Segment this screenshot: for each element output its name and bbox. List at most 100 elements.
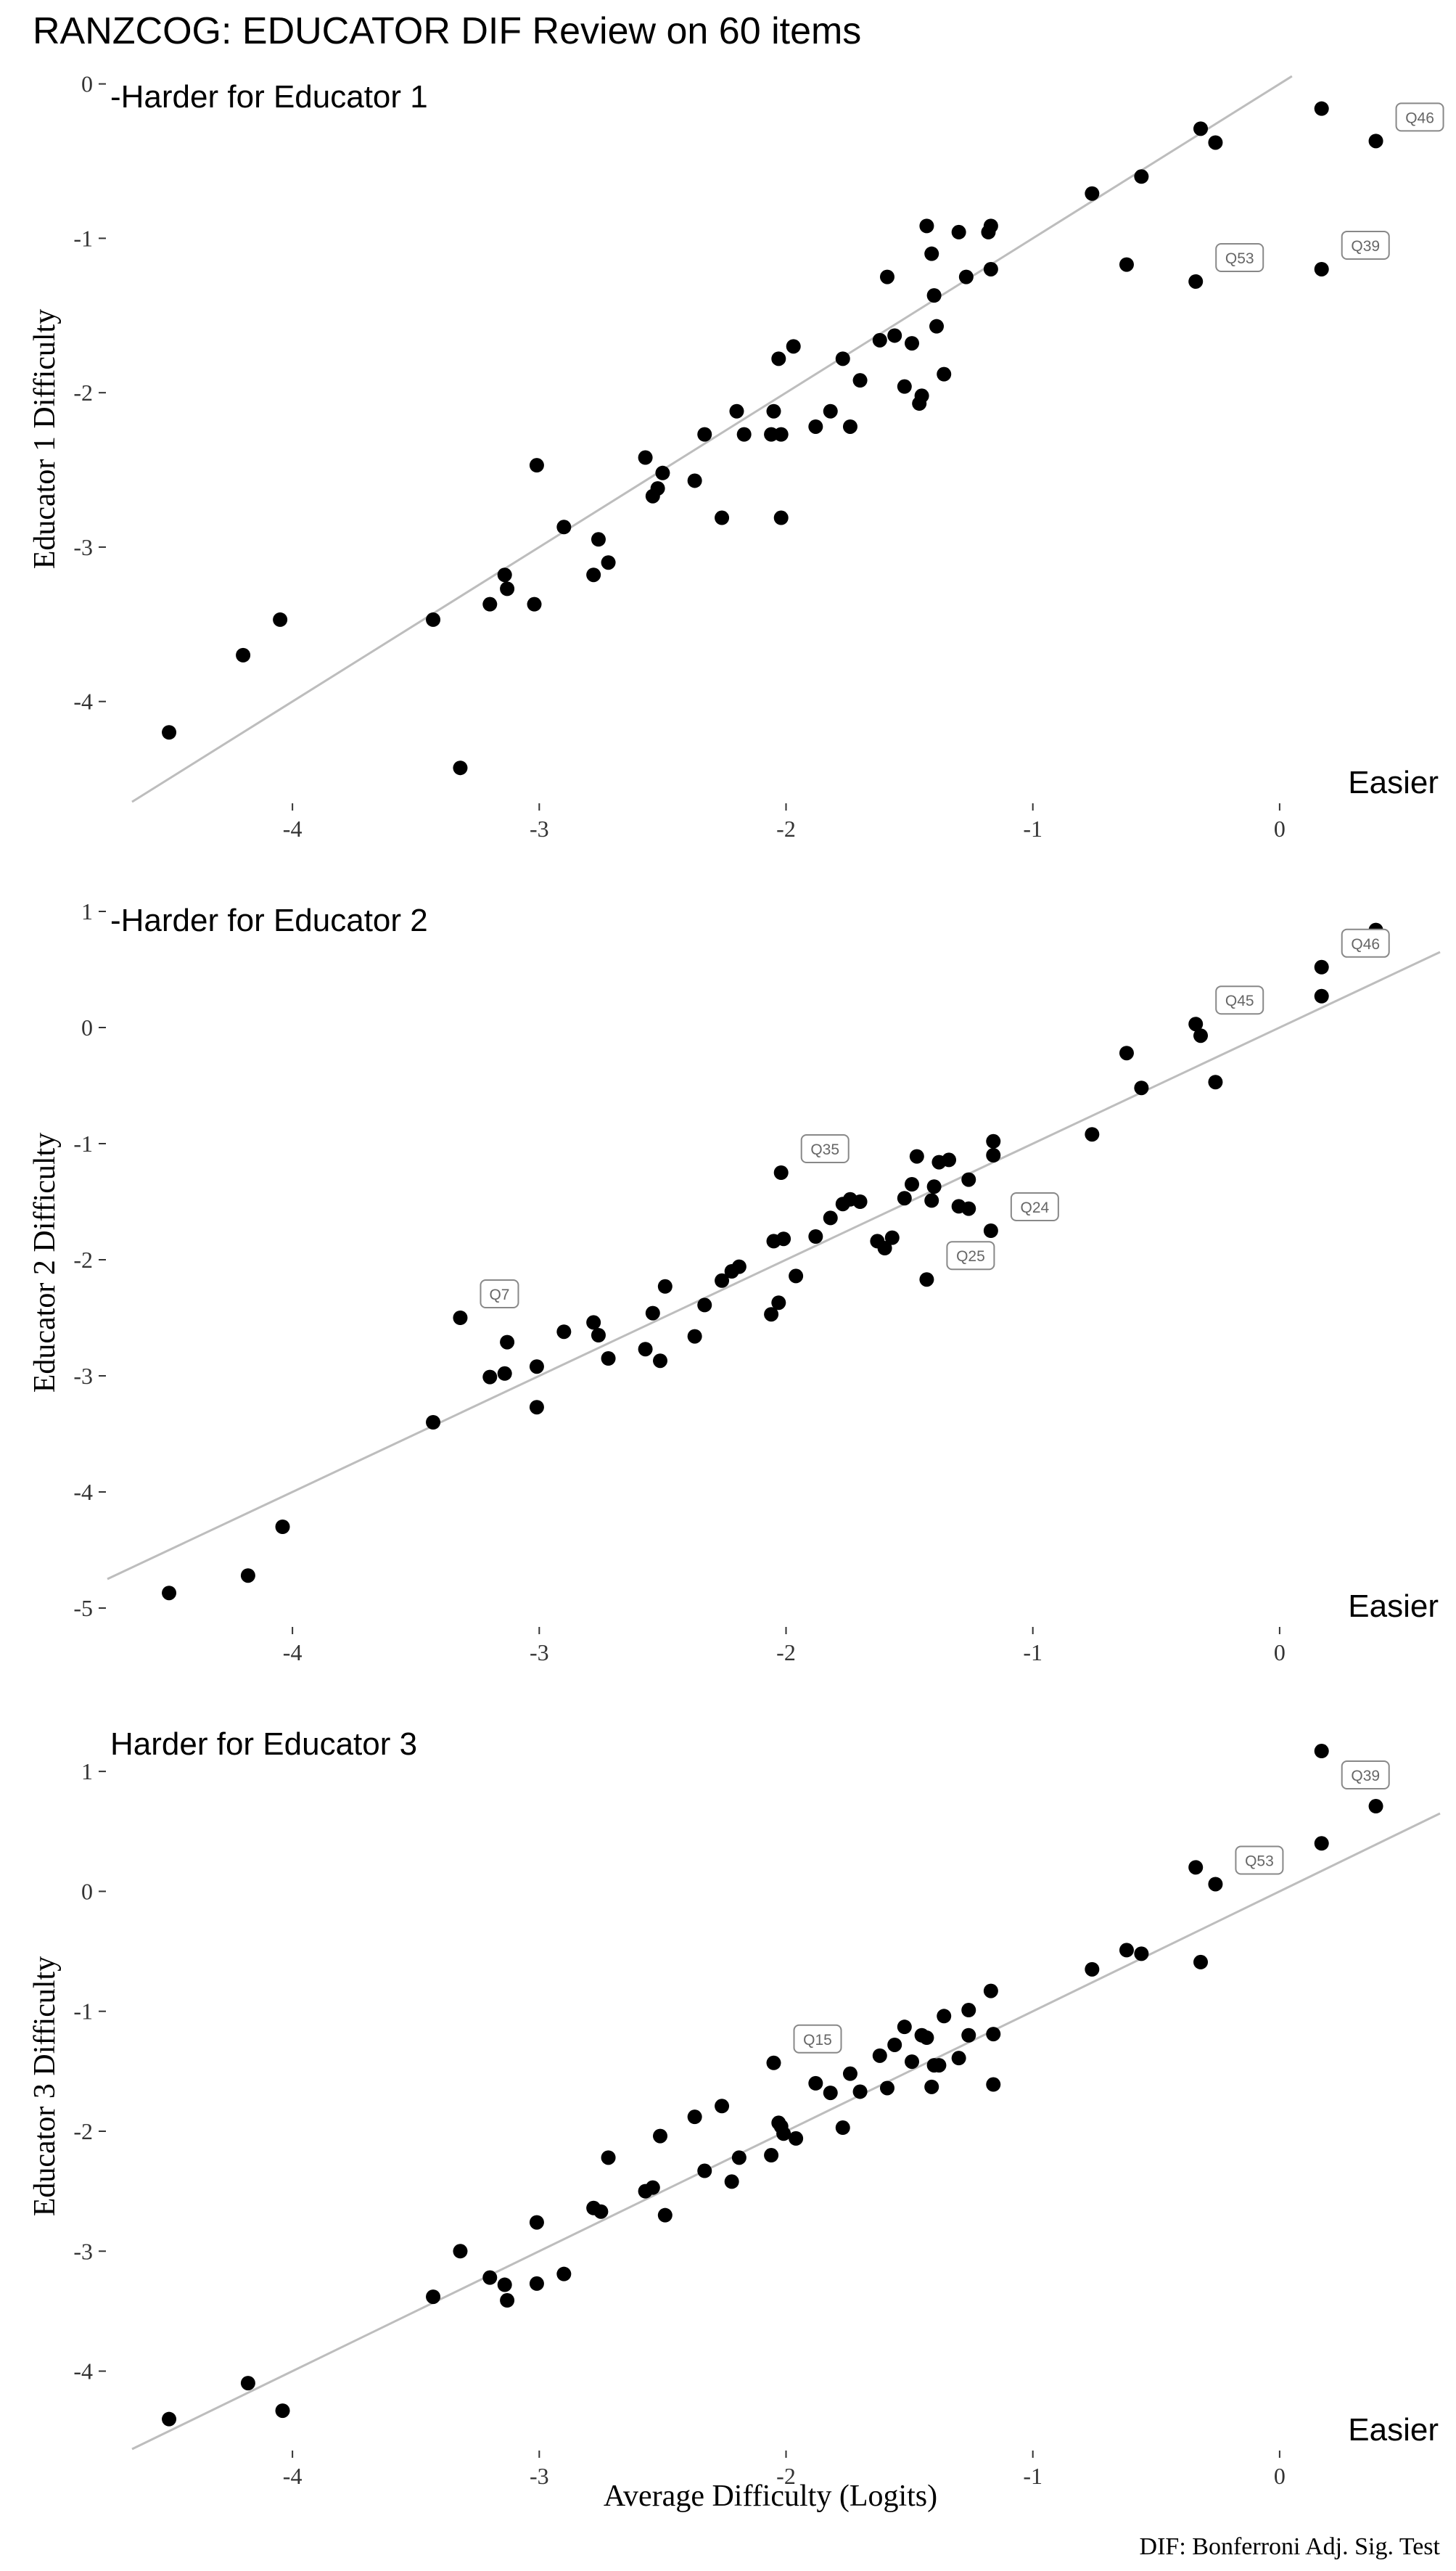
item-label: Q39 (1341, 1760, 1390, 1790)
data-point (426, 612, 441, 627)
data-point (601, 1351, 616, 1366)
data-point (273, 612, 288, 627)
item-label-text: Q53 (1225, 250, 1254, 267)
data-point (823, 1210, 838, 1226)
data-point (808, 2075, 823, 2091)
data-point (731, 2150, 746, 2165)
y-tick-label: 0 (81, 1878, 93, 1904)
y-tick-label: -1 (73, 1998, 93, 2025)
item-label-text: Q24 (1021, 1200, 1050, 1216)
data-point (897, 379, 912, 394)
y-tick-label: -1 (73, 1131, 93, 1157)
data-point (887, 2037, 902, 2052)
data-point (879, 2080, 894, 2096)
data-point (786, 339, 801, 354)
data-point (884, 1230, 900, 1245)
data-point (1314, 988, 1329, 1004)
data-point (1193, 1028, 1209, 1043)
data-point (919, 218, 934, 234)
data-point (897, 2020, 912, 2035)
data-point (162, 725, 177, 740)
data-point (926, 288, 942, 303)
data-point (715, 1273, 730, 1288)
item-label: Q53 (1215, 242, 1264, 272)
data-point (453, 1311, 468, 1325)
item-label: Q45 (1215, 985, 1264, 1015)
data-point (497, 567, 512, 583)
data-point (638, 1342, 653, 1357)
data-point (789, 2131, 804, 2146)
y-tick-label: -4 (73, 2358, 93, 2385)
y-axis-title: Educator 1 Difficulty (28, 309, 62, 569)
data-point (657, 2207, 673, 2223)
data-point (1085, 186, 1100, 201)
data-point (1208, 1075, 1223, 1090)
data-point (275, 1520, 290, 1534)
data-point (919, 2030, 934, 2046)
data-point (586, 567, 601, 583)
data-point (842, 2066, 857, 2081)
data-point (887, 328, 902, 343)
y-tick-label: -3 (73, 534, 93, 560)
y-tick-label: 1 (81, 1758, 93, 1784)
data-point (961, 2027, 976, 2043)
data-point (983, 261, 998, 276)
panel-1: -4 -3 -2 -1 0 -4 -3 -2 -1 0 Educator 1 Difficulty -… (28, 71, 1444, 842)
x-tick-label: -4 (283, 1639, 303, 1665)
data-point (655, 465, 670, 480)
data-point (657, 1279, 673, 1294)
data-point (591, 532, 606, 547)
data-point (1208, 1877, 1223, 1892)
data-point (724, 2174, 739, 2189)
data-point (764, 1307, 779, 1322)
item-label: Q53 (1235, 1845, 1284, 1875)
y-tick-label: 1 (81, 898, 93, 924)
data-point (162, 2411, 177, 2427)
data-point (937, 366, 952, 382)
data-point (823, 2086, 838, 2101)
data-point (1188, 1860, 1204, 1875)
identity-line (107, 951, 1441, 1580)
y-tick-label: -2 (73, 2118, 93, 2144)
x-tick-label: -3 (530, 1639, 549, 1665)
data-point (924, 1193, 939, 1208)
data-point (905, 336, 920, 351)
item-label-text: Q45 (1225, 993, 1254, 1009)
data-point (808, 419, 823, 434)
data-point (852, 373, 868, 388)
data-point (529, 458, 544, 473)
data-point (687, 1329, 702, 1344)
x-tick-label: -4 (283, 816, 303, 842)
data-point (872, 332, 887, 348)
item-label: Q15 (793, 2024, 842, 2054)
data-point (1134, 1946, 1149, 1961)
data-point (453, 2244, 468, 2259)
data-point (1134, 169, 1149, 184)
data-point (240, 2376, 255, 2391)
data-point (593, 2204, 609, 2219)
data-point (931, 2058, 947, 2073)
data-point (697, 1297, 712, 1313)
x-tick-label: -3 (530, 2463, 549, 2489)
data-point (872, 2048, 887, 2063)
data-point (529, 2276, 544, 2291)
data-point (1314, 959, 1329, 975)
data-point (731, 1259, 746, 1274)
data-point (687, 473, 702, 488)
data-point (852, 2084, 868, 2099)
item-label-box (1341, 230, 1390, 260)
item-label: Q24 (1010, 1192, 1059, 1221)
data-point (653, 2128, 668, 2144)
data-point (715, 510, 730, 525)
x-tick-label: 0 (1274, 2463, 1286, 2489)
item-label-text: Q25 (956, 1248, 985, 1265)
data-point (653, 1353, 668, 1369)
data-point (1188, 1017, 1204, 1032)
item-label-text: Q46 (1351, 936, 1380, 953)
data-point (426, 2289, 441, 2305)
data-point (236, 647, 251, 663)
easier-annotation: Easier (1348, 1588, 1439, 1624)
data-point (1085, 1127, 1100, 1142)
data-point (715, 2099, 730, 2114)
